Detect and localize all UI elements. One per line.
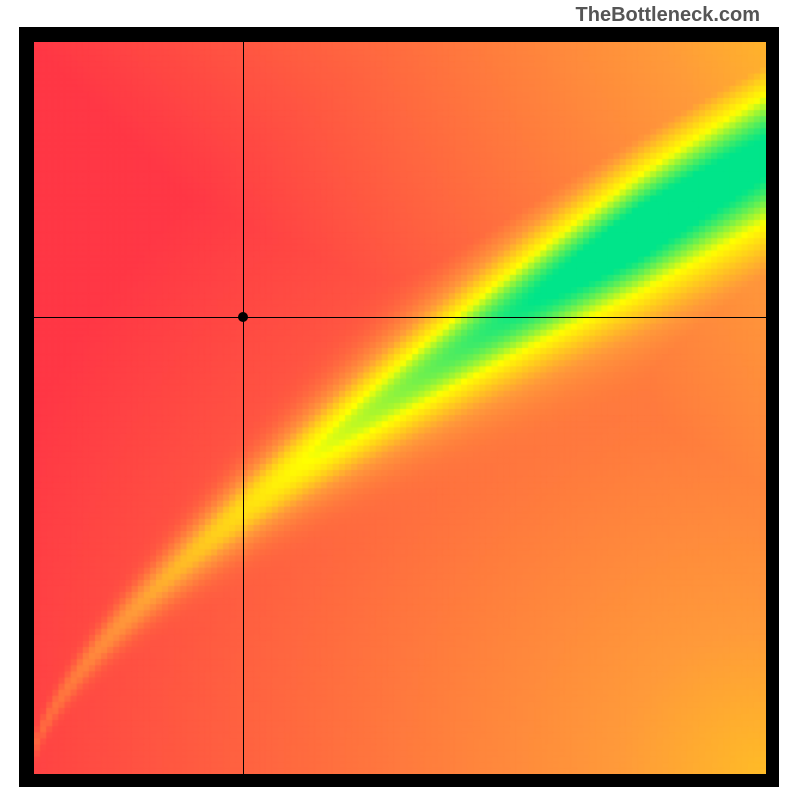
chart-container: TheBottleneck.com: [0, 0, 800, 800]
heatmap-canvas: [34, 42, 766, 774]
crosshair-horizontal: [34, 317, 766, 318]
watermark-text: TheBottleneck.com: [576, 4, 760, 27]
crosshair-vertical: [243, 42, 244, 774]
crosshair-marker: [238, 312, 248, 322]
